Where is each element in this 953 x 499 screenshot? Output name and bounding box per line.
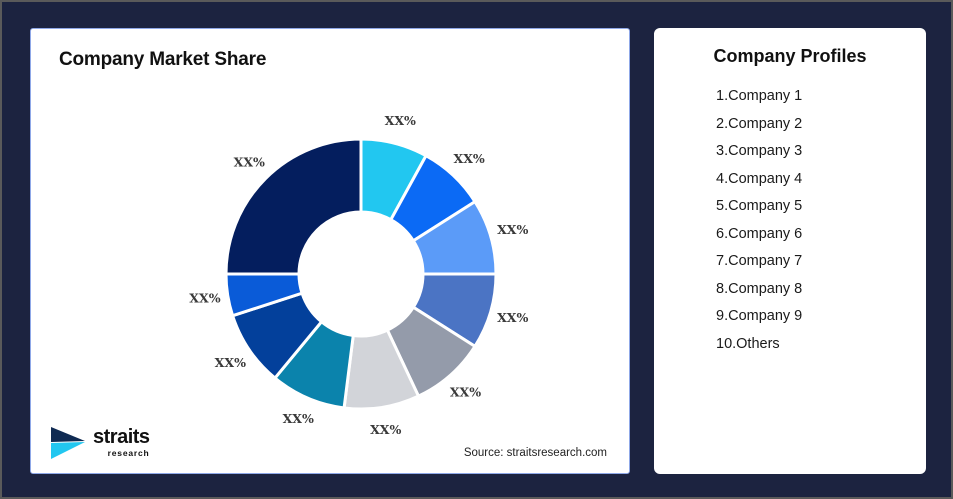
donut-slice-label: XX% <box>450 385 481 400</box>
donut-slice-label: XX% <box>497 222 528 237</box>
donut-slice-group <box>224 137 498 411</box>
donut-slice-label: XX% <box>385 113 416 128</box>
company-profile-item[interactable]: 4.Company 4 <box>716 170 803 187</box>
company-profile-item[interactable]: 2.Company 2 <box>716 115 803 132</box>
company-profile-item[interactable]: 10.Others <box>716 335 780 352</box>
company-profiles-card: Company Profiles 1.Company 1 2.Company 2 3… <box>654 28 926 474</box>
company-profile-item[interactable]: 3.Company 3 <box>716 143 803 159</box>
donut-slice[interactable] <box>224 137 363 276</box>
company-profile-item[interactable]: 7.Company 7 <box>716 253 803 269</box>
logo-text: straits research <box>93 427 150 458</box>
logo-arrow-icon <box>51 427 85 459</box>
straits-research-logo: straits research <box>49 421 169 469</box>
donut-slice-label: XX% <box>497 310 528 325</box>
donut-chart-svg: XX% XX% XX% XX% XX% XX% XX% XX% XX% XX% <box>189 113 528 437</box>
company-profile-item[interactable]: 5.Company 5 <box>716 198 803 214</box>
donut-slice-label: XX% <box>234 154 265 169</box>
market-share-card: Company Market Share XX% XX% XX% XX% XX% XX% X… <box>30 28 630 474</box>
donut-slice-label: XX% <box>189 291 220 306</box>
company-profile-item[interactable]: 8.Company 8 <box>716 280 803 297</box>
donut-chart: XX% XX% XX% XX% XX% XX% XX% XX% XX% XX% <box>31 29 631 475</box>
profiles-title: Company Profiles <box>713 46 867 66</box>
donut-slice-label: XX% <box>283 411 314 426</box>
donut-slice-label: XX% <box>370 422 401 437</box>
chart-title: Company Market Share <box>59 49 267 70</box>
company-profile-item[interactable]: 1.Company 1 <box>716 88 803 104</box>
donut-slice-label: XX% <box>454 151 485 166</box>
logo-secondary-text: research <box>107 448 150 458</box>
source-attribution: Source: straitsresearch.com <box>463 447 607 459</box>
donut-label-group: XX% XX% XX% XX% XX% XX% XX% XX% XX% XX% <box>189 113 528 437</box>
company-profile-item[interactable]: 9.Company 9 <box>716 308 803 324</box>
donut-slice-label: XX% <box>215 355 246 370</box>
company-profile-item[interactable]: 6.Company 6 <box>716 225 803 242</box>
logo-primary-text: straits <box>93 426 150 448</box>
company-profiles-list: 1.Company 1 2.Company 2 3.Company 3 4.Compa… <box>654 83 926 358</box>
